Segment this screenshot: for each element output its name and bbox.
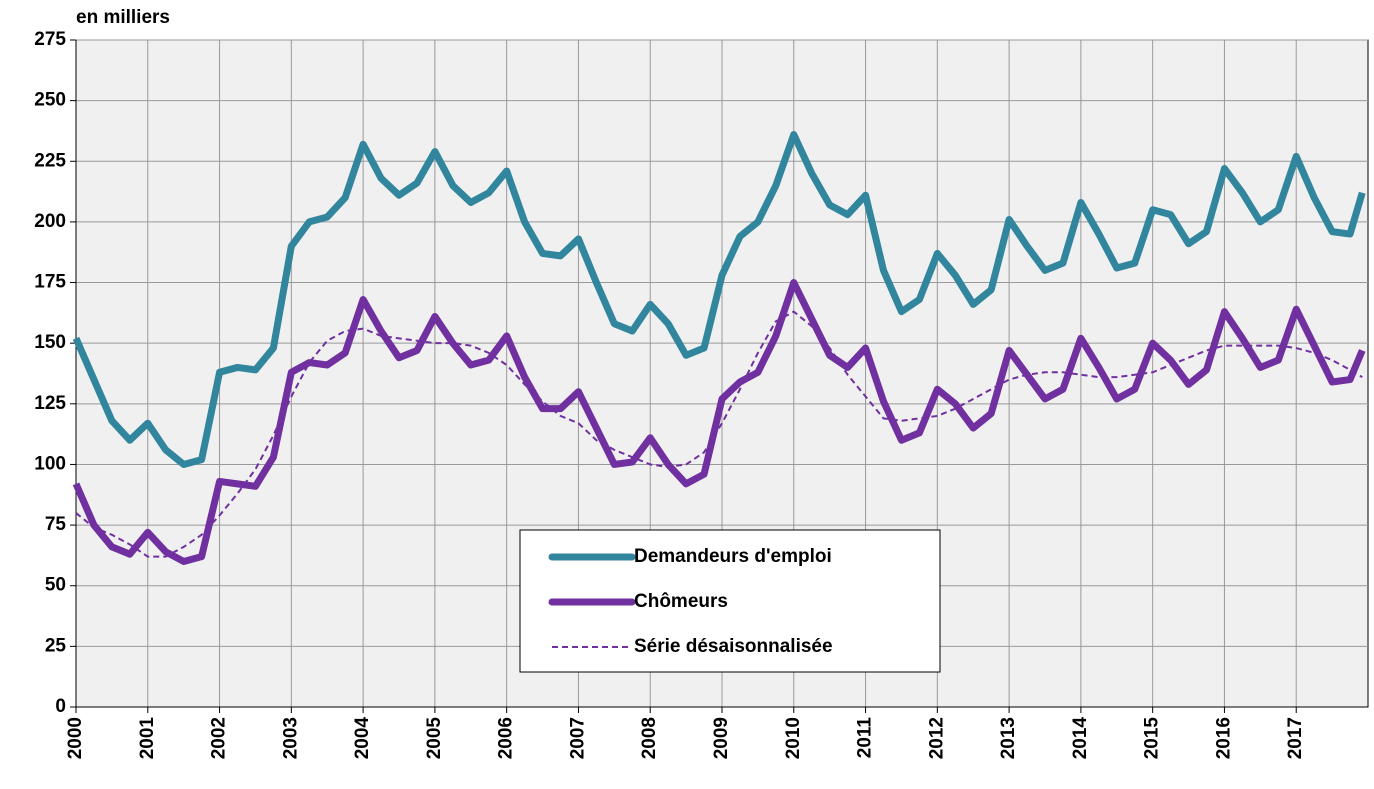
x-tick-label: 2002 [209, 717, 230, 759]
legend-label: Demandeurs d'emploi [634, 546, 832, 567]
y-tick-label: 250 [34, 90, 66, 111]
y-tick-label: 275 [34, 29, 66, 50]
x-tick-label: 2016 [1213, 717, 1234, 759]
y-tick-label: 175 [34, 272, 66, 293]
x-tick-label: 2017 [1285, 717, 1306, 759]
x-tick-label: 2009 [711, 717, 732, 759]
y-tick-label: 25 [45, 635, 67, 656]
x-tick-label: 2014 [1070, 717, 1091, 760]
series-line [75, 310, 1363, 558]
x-tick-label: 2001 [137, 717, 158, 760]
y-tick-label: 50 [45, 575, 66, 596]
x-tick-label: 2007 [567, 717, 588, 759]
x-tick-label: 2004 [352, 717, 373, 760]
legend-label: Chômeurs [634, 591, 728, 612]
y-tick-label: 100 [34, 453, 66, 474]
series-line [72, 131, 1366, 468]
x-tick-label: 2015 [1142, 717, 1163, 760]
x-tick-label: 2005 [424, 717, 445, 760]
y-tick-label: 150 [34, 332, 66, 353]
legend-label: Série désaisonnalisée [634, 636, 833, 657]
x-tick-label: 2010 [783, 717, 804, 759]
x-tick-label: 2000 [65, 717, 86, 759]
x-tick-label: 2011 [855, 717, 876, 759]
y-tick-label: 125 [34, 393, 66, 414]
x-tick-label: 2008 [639, 717, 660, 759]
y-tick-label: 75 [45, 514, 67, 535]
x-tick-label: 2006 [496, 717, 517, 759]
y-tick-label: 225 [34, 150, 66, 171]
y-axis-label: en milliers [76, 7, 170, 28]
series-line [72, 279, 1366, 565]
y-tick-label: 0 [55, 696, 66, 717]
y-tick-label: 200 [34, 211, 66, 232]
x-tick-label: 2003 [280, 717, 301, 759]
x-tick-label: 2013 [998, 717, 1019, 759]
x-tick-label: 2012 [926, 717, 947, 759]
